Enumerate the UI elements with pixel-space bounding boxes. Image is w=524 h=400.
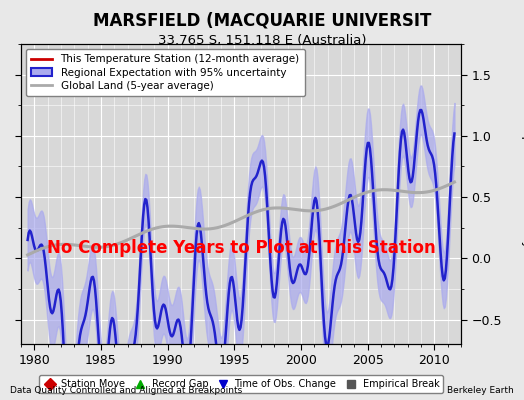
Text: Berkeley Earth: Berkeley Earth — [447, 386, 514, 395]
Text: 33.765 S, 151.118 E (Australia): 33.765 S, 151.118 E (Australia) — [158, 34, 366, 47]
Y-axis label: Temperature Anomaly (°C): Temperature Anomaly (°C) — [521, 110, 524, 278]
Text: Data Quality Controlled and Aligned at Breakpoints: Data Quality Controlled and Aligned at B… — [10, 386, 243, 395]
Text: MARSFIELD (MACQUARIE UNIVERSIT: MARSFIELD (MACQUARIE UNIVERSIT — [93, 12, 431, 30]
Legend: Station Move, Record Gap, Time of Obs. Change, Empirical Break: Station Move, Record Gap, Time of Obs. C… — [39, 375, 443, 393]
Text: No Complete Years to Plot at This Station: No Complete Years to Plot at This Statio… — [47, 239, 435, 257]
